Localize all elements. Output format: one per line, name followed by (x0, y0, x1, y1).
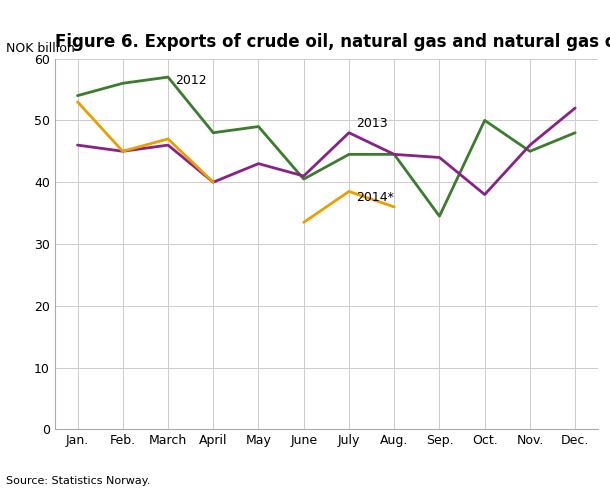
Text: Source: Statistics Norway.: Source: Statistics Norway. (6, 476, 151, 486)
Text: 2012: 2012 (175, 74, 206, 87)
Text: 2013: 2013 (356, 117, 387, 130)
Text: NOK billion: NOK billion (6, 42, 75, 55)
Text: Figure 6. Exports of crude oil, natural gas and natural gas condensates: Figure 6. Exports of crude oil, natural … (55, 34, 610, 51)
Text: 2014*: 2014* (356, 191, 393, 204)
